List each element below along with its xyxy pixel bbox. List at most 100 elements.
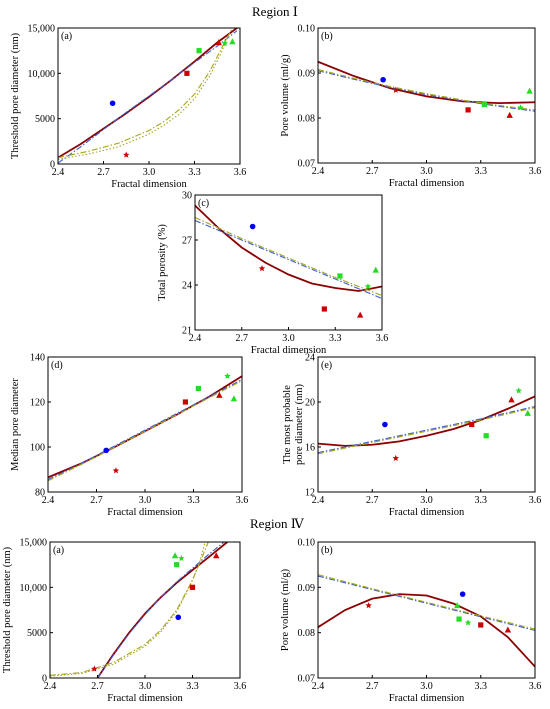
y-tick-label: 0 — [50, 160, 55, 171]
data-point-square — [174, 562, 180, 568]
y-tick-label: 15,000 — [28, 24, 56, 35]
panel-label: (d) — [51, 360, 63, 371]
fit-curve-2 — [48, 379, 242, 481]
data-point-triangle — [454, 602, 461, 609]
region-4-title: Region Ⅳ — [250, 516, 304, 531]
fit-curve-4 — [50, 542, 206, 677]
x-tick-label: 3.3 — [475, 681, 488, 692]
x-tick-label: 2.7 — [236, 333, 249, 344]
y-tick-label: 0.09 — [298, 583, 316, 594]
y-axis-label: Pore volume (ml/g) — [280, 568, 291, 651]
data-point-star — [112, 467, 120, 474]
y-tick-label: 120 — [30, 398, 45, 409]
y-tick-label: 0.08 — [298, 114, 316, 125]
data-point-triangle — [216, 391, 223, 398]
x-tick-label: 3.3 — [187, 495, 200, 506]
y-tick-label: 10,000 — [28, 69, 56, 80]
data-point-triangle — [524, 409, 531, 416]
panel-label: (e) — [321, 360, 332, 371]
x-tick-label: 3.6 — [529, 681, 542, 692]
panel-label: (a) — [53, 545, 64, 556]
data-point-star — [392, 86, 399, 93]
data-point-triangle — [215, 39, 222, 46]
x-tick-label: 3.0 — [282, 333, 295, 344]
x-tick-label: 3.6 — [234, 167, 247, 178]
x-tick-label: 2.4 — [189, 333, 202, 344]
fit-curve-3 — [48, 380, 242, 482]
data-point-triangle — [506, 111, 513, 118]
y-tick-label: 20 — [305, 398, 315, 409]
data-point-square — [195, 385, 201, 392]
fit-curve-1 — [96, 542, 228, 678]
data-point-star — [515, 387, 522, 394]
data-point-triangle — [504, 626, 512, 633]
data-point-square — [321, 306, 327, 312]
data-point-square — [465, 107, 471, 113]
fit-curve-1 — [318, 593, 535, 668]
fit-curve-2 — [318, 575, 535, 631]
y-axis-label-line: pore diameter (nm) — [294, 383, 305, 465]
data-point-star — [178, 554, 185, 562]
chart-r4b: 2.4 2.7 3.0 3.3 3.6 0.07 0.08 0.09 0.10 (b) Fracta… — [280, 538, 541, 705]
y-tick-label: 140 — [30, 353, 45, 364]
x-tick-label: 3.3 — [329, 333, 342, 344]
data-point-circle — [382, 421, 388, 428]
panel-label: (b) — [321, 545, 333, 556]
y-tick-label: 5000 — [35, 114, 55, 125]
x-tick-label: 3.6 — [529, 495, 542, 506]
x-tick-label: 2.7 — [366, 495, 379, 506]
fit-curve-2 — [97, 542, 225, 678]
fit-curve-3 — [318, 574, 535, 630]
x-tick-label: 2.4 — [52, 167, 65, 178]
x-tick-label: 3.0 — [420, 681, 433, 692]
y-axis-label: Threshold pore diameter (nm) — [10, 32, 21, 159]
chart-r1e: 2.4 2.7 3.0 3.3 3.6 12 16 20 24 (e) Fractal dimens… — [282, 353, 541, 519]
data-point-square — [196, 48, 202, 54]
data-point-square — [184, 70, 190, 76]
y-tick-label: 24 — [305, 353, 315, 364]
data-point-star — [258, 265, 266, 272]
x-axis-label: Fractal dimension — [107, 507, 183, 518]
y-axis-label: Total porosity (%) — [157, 224, 168, 301]
fit-curve-3 — [50, 542, 209, 676]
y-tick-label: 0.08 — [298, 628, 316, 639]
plot-frame — [47, 356, 243, 493]
plot-frame — [317, 541, 536, 679]
data-point-circle — [109, 100, 116, 107]
data-point-triangle — [526, 87, 533, 94]
y-axis-label: Median pore diameter — [10, 378, 21, 471]
data-point-star — [123, 151, 130, 158]
panel-label: (c) — [198, 198, 209, 209]
data-point-circle — [175, 614, 182, 621]
x-axis-label: Fractal dimension — [389, 507, 465, 518]
y-tick-label: 0.07 — [298, 674, 316, 685]
y-tick-label: 0.09 — [298, 69, 316, 80]
x-tick-label: 2.7 — [366, 681, 379, 692]
data-point-star — [517, 104, 524, 111]
data-point-triangle — [508, 396, 515, 403]
data-point-square — [182, 399, 189, 405]
chart-r1b: 2.4 2.7 3.0 3.3 3.6 0.07 0.08 0.09 0.10 (b) Fracta… — [280, 24, 541, 190]
chart-r1c: 2.4 2.7 3.0 3.3 3.6 21 24 27 30 (c) Fractal dimens… — [157, 191, 388, 357]
y-tick-label: 24 — [182, 281, 192, 292]
x-tick-label: 3.6 — [376, 333, 389, 344]
fit-curve-2 — [195, 219, 382, 300]
chart-r1a: 2.4 2.7 3.0 3.3 3.6 0 5000 10,000 15,000 (a) Fract… — [10, 24, 246, 191]
data-point-star — [91, 665, 98, 672]
y-tick-label: 100 — [30, 443, 45, 454]
data-point-star — [392, 454, 399, 461]
fit-curve-3 — [318, 68, 535, 111]
x-tick-label: 2.4 — [44, 681, 57, 692]
data-point-square — [483, 433, 489, 439]
x-tick-label: 3.3 — [475, 495, 488, 506]
x-tick-label: 3.3 — [475, 166, 488, 177]
fit-curve-1 — [48, 375, 242, 479]
fit-curve-3 — [318, 407, 535, 455]
data-point-star — [364, 283, 372, 290]
data-point-circle — [380, 76, 386, 83]
plot-frame — [194, 194, 383, 331]
x-axis-label: Fractal dimension — [107, 693, 183, 704]
x-tick-label: 2.4 — [42, 495, 55, 506]
fit-curve-1 — [318, 60, 535, 105]
